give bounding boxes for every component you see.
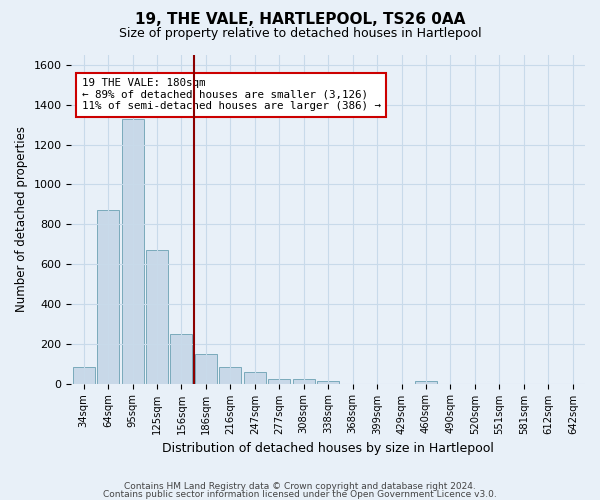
Bar — [73, 367, 95, 384]
Text: Contains public sector information licensed under the Open Government Licence v3: Contains public sector information licen… — [103, 490, 497, 499]
Bar — [97, 210, 119, 384]
Bar — [122, 118, 143, 384]
Bar — [268, 379, 290, 384]
Bar — [244, 372, 266, 384]
Text: Contains HM Land Registry data © Crown copyright and database right 2024.: Contains HM Land Registry data © Crown c… — [124, 482, 476, 491]
Bar — [170, 334, 193, 384]
Bar — [146, 250, 168, 384]
Y-axis label: Number of detached properties: Number of detached properties — [15, 126, 28, 312]
Bar — [220, 366, 241, 384]
Bar — [317, 380, 339, 384]
Bar — [415, 381, 437, 384]
Text: 19 THE VALE: 180sqm
← 89% of detached houses are smaller (3,126)
11% of semi-det: 19 THE VALE: 180sqm ← 89% of detached ho… — [82, 78, 380, 111]
Text: 19, THE VALE, HARTLEPOOL, TS26 0AA: 19, THE VALE, HARTLEPOOL, TS26 0AA — [135, 12, 465, 28]
Text: Size of property relative to detached houses in Hartlepool: Size of property relative to detached ho… — [119, 28, 481, 40]
X-axis label: Distribution of detached houses by size in Hartlepool: Distribution of detached houses by size … — [162, 442, 494, 455]
Bar — [293, 379, 315, 384]
Bar — [195, 354, 217, 384]
